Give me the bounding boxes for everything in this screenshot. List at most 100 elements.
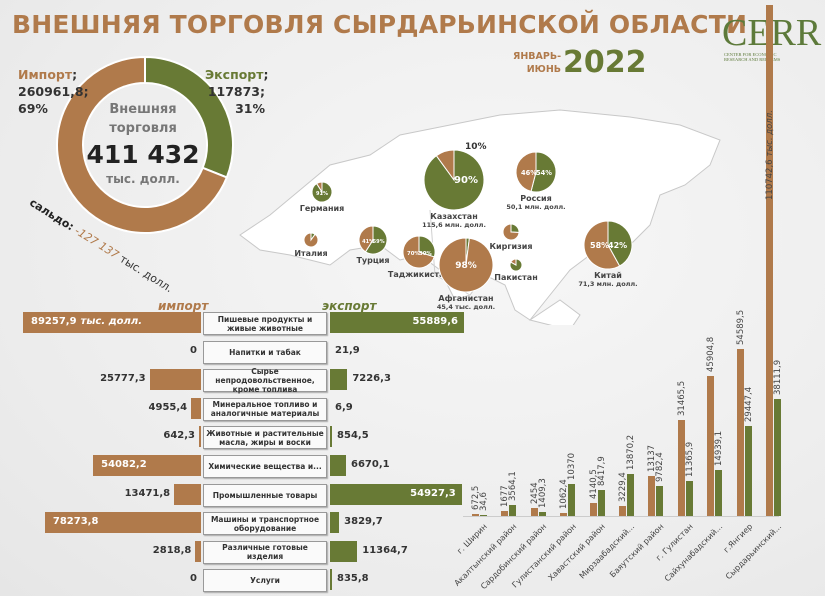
country-label: Казахстан 115,6 млн. долл. [422, 212, 486, 230]
import-value: 642,3 [163, 430, 195, 442]
import-value-label: 2818,8 [153, 545, 192, 556]
value-text: 29447,4 [743, 386, 754, 422]
trade-donut [56, 55, 234, 234]
pie-slice-import [583, 220, 621, 270]
export-value-label: 55889,6 [412, 316, 458, 327]
district-import-bar [648, 475, 656, 516]
country-label: Россия 50,1 млн. долл. [506, 194, 565, 212]
export-value: 117873; [207, 84, 265, 99]
import-value: 78273,8 [52, 516, 99, 528]
import-header: импорт [158, 299, 209, 313]
district-import-bar [677, 419, 685, 516]
import-value-label: 0 [190, 345, 197, 356]
value-text: 54589,5 [735, 309, 746, 345]
country-total: 45,4 тыс. долл. [436, 303, 496, 311]
district-export-bar [715, 470, 723, 516]
import-value-label: 4955,4 [149, 402, 188, 413]
unit-text: тыс. долл. [765, 110, 775, 157]
export-legend: Экспорт; 117873; 31% [205, 67, 269, 116]
import-value: 25777,3 [100, 373, 146, 385]
pie-slice-import [510, 258, 517, 266]
pie-slice-import [358, 225, 374, 253]
import-bar [199, 426, 201, 448]
country-name: Италия [294, 249, 328, 258]
value-text: 9782,4 [655, 452, 666, 483]
import-bar [174, 483, 201, 505]
export-value-label: 3829,7 [344, 516, 383, 528]
district-export-value: 13870,2 [626, 434, 636, 469]
district-export-bar [656, 486, 664, 516]
category-text: Химические вещества и... [208, 462, 322, 471]
district-export-value: 38111,9 [773, 360, 783, 395]
export-value-label: 11364,7 [362, 544, 408, 556]
pie-7 [502, 223, 520, 241]
pie-4: 10%90% [423, 149, 485, 211]
district-export-value: 8417,9 [597, 456, 607, 486]
value-text: 45904,8 [706, 336, 717, 372]
pie-slice-import [402, 235, 435, 269]
saldo-unit: тыс. долл. [117, 252, 176, 296]
district-label: Мирзаабадский... [577, 522, 637, 581]
pie-5: 98% [438, 237, 494, 293]
district-label: Сайхунабадский... [663, 522, 725, 584]
district-export-bar [685, 481, 693, 516]
country-total: 115,6 млн. долл. [422, 221, 486, 229]
district-import-bar [501, 510, 509, 516]
pie-label: 70% [407, 251, 420, 257]
export-bar [330, 483, 462, 505]
category-label: Животные и растительные масла, жиры и во… [203, 426, 327, 450]
value-text: 38111,9 [773, 360, 783, 396]
value-text: 34,6 [479, 492, 489, 511]
category-text: Сырье непродовольственное, кроме топлива [215, 367, 315, 395]
total-value: 411 432 [86, 140, 200, 169]
category-text: Машины и транспортное оборудование [210, 514, 320, 533]
export-value-label: 6,9 [335, 401, 353, 413]
import-label: Импорт [18, 67, 73, 82]
district-import-bar [619, 506, 626, 516]
district-export-bar [774, 399, 781, 516]
pie-label: 46% [521, 169, 537, 177]
district-label: Баяутский район [608, 522, 666, 580]
pie-label: 91% [316, 191, 328, 197]
country-name: Казахстан [430, 212, 478, 221]
import-value-label: 25777,3 [100, 373, 146, 384]
export-value-label: 6670,1 [350, 459, 390, 470]
pie-slice-export [418, 235, 436, 258]
category-text: Минеральное топливо и аналогичные матери… [210, 400, 320, 419]
category-label: Пишевые продукты и живые животные [203, 312, 327, 335]
district-import-bar [530, 508, 538, 516]
pie-0: 91% [311, 181, 333, 203]
import-bar [44, 512, 201, 534]
value-text: 13870,2 [626, 434, 636, 470]
district-import-bar [766, 5, 773, 516]
pie-8 [509, 258, 523, 272]
value-text: 11365,9 [684, 442, 695, 478]
import-value: 0 [190, 344, 197, 356]
export-value-label: 54927,3 [410, 487, 456, 499]
import-pct: 69% [18, 101, 48, 116]
export-header: экспорт [322, 299, 377, 313]
unit-label: тыс. долл. [80, 316, 142, 327]
import-bar [93, 455, 201, 476]
pie-slice-import [303, 232, 319, 248]
country-label: Турция [356, 256, 389, 265]
district-export-value: 10370 [567, 453, 577, 480]
import-value-label: 0 [190, 573, 197, 584]
pie-slice-import [515, 151, 537, 192]
district-import-bar [589, 503, 597, 516]
value-text: 1409,3 [537, 477, 548, 508]
value-text: 3564,1 [508, 471, 519, 502]
country-name: Афганистан [438, 294, 494, 303]
pie-slice-export [607, 220, 633, 267]
district-export-bar [597, 490, 605, 516]
import-bar [149, 369, 201, 391]
import-value-label: 89257,9 тыс. долл. [31, 316, 142, 327]
period-year: 2022 [563, 45, 647, 80]
district-import-value: 54589,5 [736, 310, 746, 345]
category-text: Услуги [250, 576, 280, 586]
export-pct: 31% [235, 101, 265, 116]
district-export-bar [744, 425, 752, 516]
export-bar [330, 426, 333, 448]
world-map [239, 109, 721, 325]
import-value-label: 642,3 [163, 430, 195, 441]
